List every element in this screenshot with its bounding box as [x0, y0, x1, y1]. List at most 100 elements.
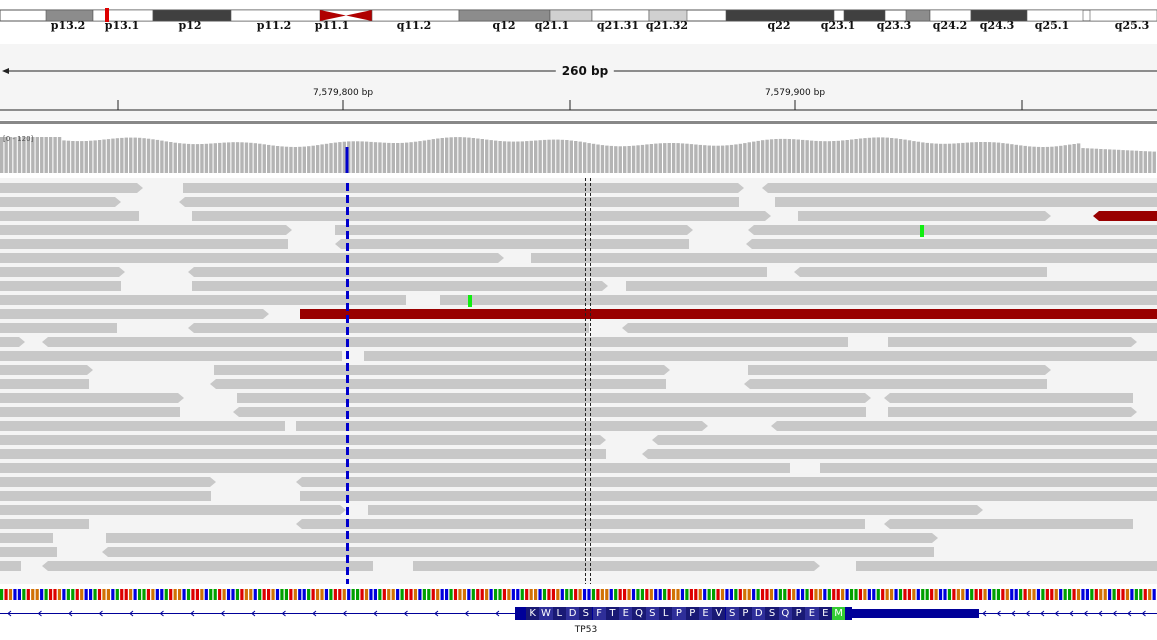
- aligned-read[interactable]: [188, 267, 767, 277]
- sequence-base: [53, 589, 57, 600]
- aligned-read[interactable]: [0, 561, 21, 571]
- aligned-read[interactable]: [42, 561, 373, 571]
- aligned-read[interactable]: [214, 365, 670, 375]
- chromosome-ideogram[interactable]: p13.2 p13.1 p12 p11.2 p11.1 q11.2 q12 q21.1 q21.…: [0, 0, 1157, 40]
- sequence-base: [863, 589, 867, 600]
- band-q25.1[interactable]: [1026, 9, 1084, 22]
- aligned-read[interactable]: [183, 183, 744, 193]
- aligned-read[interactable]: [622, 323, 1157, 333]
- band-q25.3[interactable]: [1089, 9, 1157, 22]
- aligned-read[interactable]: [652, 435, 1157, 445]
- aligned-read[interactable]: [0, 351, 342, 361]
- aligned-read[interactable]: [192, 281, 608, 291]
- aligned-read[interactable]: [775, 197, 1157, 207]
- aligned-read[interactable]: [884, 393, 1133, 403]
- aligned-read[interactable]: [888, 407, 1137, 417]
- aligned-read[interactable]: [748, 365, 1051, 375]
- aligned-read[interactable]: [0, 337, 25, 347]
- aligned-read[interactable]: [368, 505, 983, 515]
- sequence-track[interactable]: [0, 589, 1157, 600]
- aligned-read[interactable]: [296, 519, 865, 529]
- aligned-read[interactable]: [0, 533, 53, 543]
- aligned-read[interactable]: [820, 463, 1157, 473]
- discordant-read[interactable]: [1093, 211, 1157, 221]
- coverage-bar: [115, 138, 120, 173]
- aligned-read[interactable]: [0, 407, 180, 417]
- aligned-read[interactable]: [0, 267, 125, 277]
- aligned-read[interactable]: [335, 225, 693, 235]
- aligned-read[interactable]: [188, 323, 589, 333]
- aligned-read[interactable]: [237, 393, 871, 403]
- alignment-reads-svg[interactable]: [0, 178, 1157, 584]
- gene-name-label[interactable]: TP53: [574, 625, 598, 635]
- aligned-read[interactable]: [192, 211, 771, 221]
- aligned-read[interactable]: [0, 463, 790, 473]
- aligned-read[interactable]: [748, 225, 1157, 235]
- mismatch-base[interactable]: [468, 295, 472, 307]
- discordant-read[interactable]: [300, 309, 1157, 319]
- aligned-read[interactable]: [0, 477, 216, 487]
- aligned-read[interactable]: [0, 491, 211, 501]
- coverage-bar: [151, 139, 155, 173]
- aligned-read[interactable]: [0, 519, 89, 529]
- aligned-read[interactable]: [0, 393, 184, 403]
- aligned-read[interactable]: [0, 435, 606, 445]
- alignment-track[interactable]: [0, 178, 1157, 584]
- amino-acid: K: [526, 607, 540, 620]
- aligned-read[interactable]: [0, 309, 269, 319]
- coverage-histogram[interactable]: [0, 131, 1157, 173]
- mismatch-base[interactable]: [920, 225, 924, 237]
- aligned-read[interactable]: [744, 379, 1047, 389]
- aligned-read[interactable]: [335, 239, 689, 249]
- band-q21.32[interactable]: [648, 9, 688, 22]
- aligned-read[interactable]: [106, 533, 938, 543]
- aligned-read[interactable]: [440, 295, 1157, 305]
- aligned-read[interactable]: [179, 197, 739, 207]
- aligned-read[interactable]: [364, 351, 1157, 361]
- band-q23.1[interactable]: [843, 9, 886, 22]
- aligned-read[interactable]: [0, 365, 93, 375]
- aligned-read[interactable]: [296, 421, 708, 431]
- coverage-variant-bar[interactable]: [345, 147, 349, 173]
- sequence-base: [289, 589, 293, 600]
- aligned-read[interactable]: [626, 281, 1157, 291]
- aligned-read[interactable]: [746, 239, 1157, 249]
- aligned-read[interactable]: [888, 337, 1137, 347]
- aligned-read[interactable]: [413, 561, 820, 571]
- ideogram-bands-svg[interactable]: [0, 0, 1157, 22]
- aligned-read[interactable]: [884, 519, 1133, 529]
- aligned-read[interactable]: [0, 421, 285, 431]
- aligned-read[interactable]: [300, 491, 1157, 501]
- aligned-read[interactable]: [771, 421, 1157, 431]
- coverage-track[interactable]: [0, 131, 1157, 173]
- aligned-read[interactable]: [0, 239, 288, 249]
- band-q22[interactable]: [725, 9, 835, 22]
- aligned-read[interactable]: [210, 379, 666, 389]
- aligned-read[interactable]: [762, 183, 1157, 193]
- aligned-read[interactable]: [0, 281, 121, 291]
- aligned-read[interactable]: [296, 477, 1157, 487]
- aligned-read[interactable]: [42, 337, 848, 347]
- aligned-read[interactable]: [0, 379, 89, 389]
- aligned-read[interactable]: [856, 561, 1157, 571]
- aligned-read[interactable]: [233, 407, 866, 417]
- aligned-read[interactable]: [0, 323, 117, 333]
- aligned-read[interactable]: [794, 267, 1047, 277]
- aligned-read[interactable]: [531, 253, 1157, 263]
- aligned-read[interactable]: [642, 449, 1157, 459]
- aligned-read[interactable]: [0, 225, 292, 235]
- aligned-read[interactable]: [0, 505, 346, 515]
- sequence-base: [565, 589, 569, 600]
- sequence-base: [102, 589, 106, 600]
- aligned-read[interactable]: [102, 547, 934, 557]
- aligned-read[interactable]: [0, 197, 121, 207]
- utr-exon[interactable]: [852, 609, 979, 618]
- aligned-read[interactable]: [0, 295, 406, 305]
- aligned-read[interactable]: [798, 211, 1051, 221]
- aligned-read[interactable]: [0, 253, 504, 263]
- aligned-read[interactable]: [0, 183, 143, 193]
- aligned-read[interactable]: [0, 547, 57, 557]
- aligned-read[interactable]: [0, 449, 606, 459]
- aligned-read[interactable]: [0, 211, 139, 221]
- sequence-base: [427, 589, 431, 600]
